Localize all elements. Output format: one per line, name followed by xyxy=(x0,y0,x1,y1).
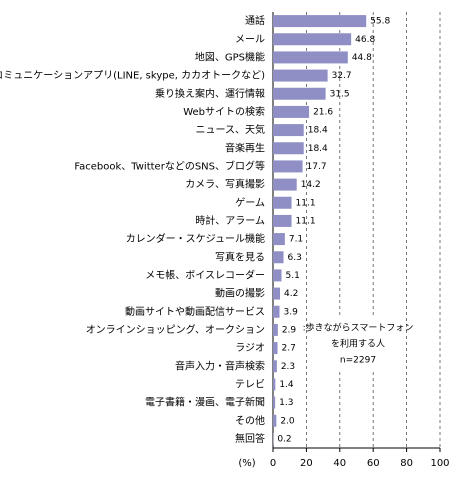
note-box xyxy=(310,318,406,370)
category-label: 時計、アラーム xyxy=(195,214,265,227)
category-label: 通話 xyxy=(245,14,265,27)
category-label: メモ帳、ボイスレコーダー xyxy=(145,268,265,281)
category-label: Facebook、TwitterなどのSNS、ブログ等 xyxy=(74,159,265,172)
value-label: 4.2 xyxy=(284,289,298,299)
value-label: 6.3 xyxy=(288,253,302,263)
bar xyxy=(273,105,310,118)
value-label: 1.4 xyxy=(279,380,294,390)
value-label: 21.6 xyxy=(313,107,333,117)
value-label: 11.1 xyxy=(296,216,316,226)
value-label: 18.4 xyxy=(308,144,328,154)
value-label: 18.4 xyxy=(308,126,328,136)
x-tick-label: 20 xyxy=(300,458,313,469)
bar xyxy=(273,69,328,82)
value-label: 2.7 xyxy=(282,344,296,354)
x-tick-label: 60 xyxy=(367,458,380,469)
category-label: メール xyxy=(235,34,265,45)
value-label: 7.1 xyxy=(289,235,303,245)
category-label: カメラ、写真撮影 xyxy=(185,178,265,191)
bar xyxy=(273,142,304,155)
category-label: その他 xyxy=(235,414,265,427)
bar xyxy=(273,87,326,100)
x-axis-unit: (%) xyxy=(238,458,255,469)
category-label: ゲーム xyxy=(235,197,265,209)
value-label: 5.1 xyxy=(286,271,300,281)
category-label: 音楽再生 xyxy=(225,141,265,154)
value-label: 44.8 xyxy=(352,53,372,63)
bar xyxy=(273,233,285,246)
category-label: 無回答 xyxy=(235,432,265,445)
category-label: 地図、GPS機能 xyxy=(195,50,265,63)
value-label: 32.7 xyxy=(332,71,352,81)
bar xyxy=(273,178,297,191)
x-tick-label: 40 xyxy=(333,458,346,469)
bar xyxy=(273,396,276,409)
bar xyxy=(273,196,292,209)
bar xyxy=(273,124,304,137)
bar xyxy=(273,51,348,64)
annotation: を利用する人 xyxy=(331,338,385,350)
category-label: 音声入力・音声検索 xyxy=(175,359,265,372)
value-label: 1.3 xyxy=(279,398,293,408)
value-label: 31.5 xyxy=(330,89,350,99)
bar xyxy=(273,214,292,227)
annotation: :歩きながらスマートフォン xyxy=(303,322,414,334)
value-label: 14.2 xyxy=(301,180,321,190)
bar xyxy=(273,414,277,427)
value-label: 2.3 xyxy=(281,362,295,372)
category-label: 電子書籍・漫画、電子新聞 xyxy=(145,396,265,409)
value-label: 0.2 xyxy=(277,434,291,444)
bar xyxy=(273,269,282,282)
bar xyxy=(273,251,284,264)
annotation: n=2297 xyxy=(340,356,376,366)
category-label: 写真を見る xyxy=(215,250,265,263)
bar xyxy=(273,15,367,28)
value-label: 17.7 xyxy=(307,162,327,172)
value-label: 11.1 xyxy=(296,198,316,208)
category-label: 動画の撮影 xyxy=(215,287,265,300)
bar xyxy=(273,33,352,46)
category-label: Webサイトの検索 xyxy=(183,105,265,118)
bar xyxy=(273,342,278,355)
category-label: オンラインショッピング、オークション xyxy=(86,323,265,336)
category-label: 動画サイトや動画配信サービス xyxy=(125,305,265,318)
x-tick-label: 0 xyxy=(270,458,276,469)
category-label: カレンダー・スケジュール機能 xyxy=(126,232,265,245)
bar xyxy=(273,360,277,373)
value-label: 55.8 xyxy=(370,17,390,27)
category-label: コミュニケーションアプリ(LINE, skype, カカオトークなど) xyxy=(0,70,265,82)
value-label: 2.9 xyxy=(282,325,297,335)
bar xyxy=(273,305,280,318)
bar xyxy=(273,378,276,391)
value-label: 46.8 xyxy=(355,35,375,45)
x-tick-label: 100 xyxy=(430,458,449,469)
category-label: ニュース、天気 xyxy=(196,123,266,136)
category-label: 乗り換え案内、運行情報 xyxy=(155,87,265,100)
category-label: テレビ xyxy=(235,378,265,390)
value-label: 2.0 xyxy=(280,416,295,426)
bar xyxy=(273,287,281,300)
bar xyxy=(273,323,278,336)
x-tick-label: 80 xyxy=(400,458,413,469)
bar xyxy=(273,160,303,173)
value-label: 3.9 xyxy=(284,307,299,317)
category-label: ラジオ xyxy=(235,342,265,354)
